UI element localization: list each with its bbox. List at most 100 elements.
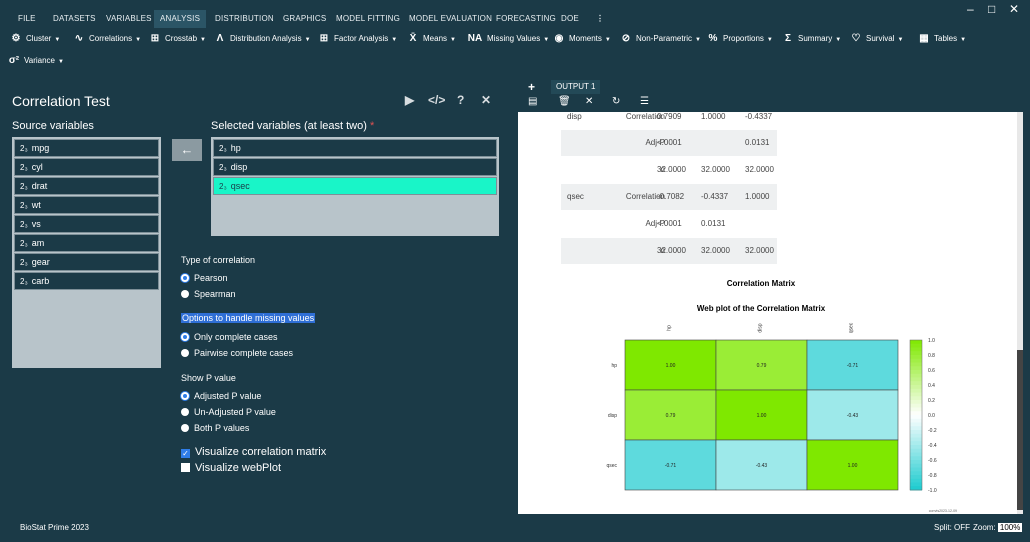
both-p-radio[interactable]: Both P values: [181, 423, 249, 433]
menu-graphics[interactable]: GRAPHICS: [283, 14, 327, 23]
run-icon[interactable]: ▶: [405, 93, 415, 107]
column-label: qsec: [849, 322, 855, 333]
survival-button[interactable]: ♡ Survival ▼: [850, 30, 904, 48]
scale-segment: [910, 392, 922, 397]
output-scrollbar[interactable]: [1017, 112, 1023, 514]
distribution-analysis-button[interactable]: Λ Distribution Analysis ▼: [214, 30, 311, 48]
list-icon[interactable]: ☰: [640, 96, 649, 107]
output-scrollbar-thumb[interactable]: [1017, 350, 1023, 510]
menu-doe[interactable]: DOE: [561, 14, 579, 23]
factor-analysis-button[interactable]: ⊞ Factor Analysis ▼: [318, 30, 397, 48]
scale-segment: [910, 415, 922, 420]
scale-segment: [910, 358, 922, 363]
cluster-button[interactable]: ⚙ Cluster ▼: [10, 30, 61, 48]
means-button[interactable]: X̄ Means ▼: [407, 30, 456, 48]
percent-icon: %: [708, 33, 718, 44]
source-variables-list[interactable]: 2₃ mpg 2₃ cyl 2₃ drat 2₃ wt 2₃ vs 2₃ am 2₃ gear…: [12, 137, 161, 368]
zoom-value[interactable]: 100%: [997, 523, 1023, 532]
status-bar: BioStat Prime 2023 Split: OFF Zoom: 100%: [0, 518, 1030, 542]
scale-segment: [910, 482, 922, 487]
row-label: disp: [608, 413, 617, 419]
selected-variables-list[interactable]: 2₃ hp 2₃ disp 2₃ qsec: [211, 137, 499, 236]
menu-variables[interactable]: VARIABLES: [106, 14, 152, 23]
cell-value-label: 1.00: [666, 363, 676, 369]
scale-tick-label: 0.8: [928, 353, 935, 359]
close-dialog-icon[interactable]: ✕: [481, 93, 492, 107]
unadjusted-p-radio[interactable]: Un-Adjusted P value: [181, 407, 276, 417]
adjusted-p-radio[interactable]: Adjusted P value: [181, 391, 261, 401]
clear-icon[interactable]: ✕: [585, 96, 594, 107]
row-disp-cell: 32.0000: [701, 246, 730, 255]
row-statistic-cell: Correlation: [625, 112, 665, 121]
delete-icon[interactable]: 🗑: [558, 96, 571, 107]
complete-cases-radio[interactable]: Only complete cases: [181, 332, 278, 342]
missing-values-button[interactable]: NA Missing Values ▼: [467, 30, 549, 48]
table-row: disp Correlation 0.7909 1.0000 -0.4337: [561, 112, 777, 130]
list-item[interactable]: 2₃ wt: [14, 196, 159, 214]
summary-button[interactable]: Σ Summary ▼: [782, 30, 841, 48]
list-item[interactable]: 2₃ gear: [14, 253, 159, 271]
scale-tick-label: 1.0: [928, 338, 935, 344]
maximize-icon[interactable]: □: [988, 2, 996, 16]
numeric-var-icon: 2₃: [20, 144, 28, 153]
menu-model-fitting[interactable]: MODEL FITTING: [336, 14, 401, 23]
code-icon[interactable]: </>: [428, 93, 446, 107]
proportions-button[interactable]: % Proportions ▼: [707, 30, 773, 48]
sigma-icon: Σ: [784, 33, 791, 44]
cell-value-label: -0.71: [665, 463, 677, 469]
menu-analysis[interactable]: ANALYSIS: [154, 10, 207, 28]
scale-segment: [910, 478, 922, 483]
correlations-button[interactable]: ∿ Correlations ▼: [73, 30, 141, 48]
panel-splitter[interactable]: [510, 76, 518, 518]
visualize-webplot-checkbox[interactable]: Visualize webPlot: [181, 462, 281, 474]
tables-button[interactable]: ▦ Tables ▼: [918, 30, 966, 48]
scale-segment: [910, 426, 922, 431]
list-item[interactable]: 2₃ vs: [14, 215, 159, 233]
list-item[interactable]: 2₃ qsec: [213, 177, 497, 195]
pearson-radio[interactable]: Pearson: [181, 273, 228, 283]
export-icon[interactable]: ▤: [528, 96, 538, 107]
menu-datasets[interactable]: DATASETS: [53, 14, 96, 23]
heartbeat-icon: ♡: [851, 33, 861, 44]
menu-file[interactable]: FILE: [18, 14, 36, 23]
list-item[interactable]: 2₃ carb: [14, 272, 159, 290]
list-item[interactable]: 2₃ hp: [213, 139, 497, 157]
list-item[interactable]: 2₃ am: [14, 234, 159, 252]
visualize-matrix-checkbox[interactable]: ✓ Visualize correlation matrix: [181, 446, 327, 458]
scale-tick-label: -0.8: [928, 473, 937, 479]
move-variable-button[interactable]: ←: [172, 139, 202, 161]
scale-segment: [910, 456, 922, 461]
moments-button[interactable]: ◉ Moments ▼: [553, 30, 611, 48]
scale-segment: [910, 373, 922, 378]
radio-selected-icon: [181, 333, 189, 341]
scale-segment: [910, 366, 922, 371]
menu-forecasting[interactable]: FORECASTING: [496, 14, 556, 23]
list-item[interactable]: 2₃ disp: [213, 158, 497, 176]
heatmap-cell: [624, 439, 717, 491]
non-parametric-button[interactable]: ⊘ Non-Parametric ▼: [620, 30, 701, 48]
heatmap-cell: [624, 389, 717, 441]
menu-distribution[interactable]: DISTRIBUTION: [215, 14, 274, 23]
row-hp-cell: <.0001: [657, 219, 682, 228]
minimize-icon[interactable]: –: [967, 2, 974, 16]
close-window-icon[interactable]: ✕: [1009, 2, 1020, 16]
row-qsec-cell: -0.4337: [745, 112, 773, 121]
add-output-icon[interactable]: +: [528, 80, 536, 94]
row-statistic-cell: Correlation: [625, 192, 665, 201]
menu-more-icon[interactable]: ⋮: [596, 14, 605, 23]
crosstab-button[interactable]: ⊞ Crosstab ▼: [149, 30, 206, 48]
help-icon[interactable]: ?: [457, 93, 465, 107]
zoom-control[interactable]: Zoom: 100%: [973, 523, 1023, 532]
tab-output-1[interactable]: OUTPUT 1: [551, 80, 601, 94]
spearman-radio[interactable]: Spearman: [181, 289, 236, 299]
variance-button[interactable]: σ² Variance ▼: [8, 52, 64, 70]
menu-model-evaluation[interactable]: MODEL EVALUATION: [409, 14, 493, 23]
list-item[interactable]: 2₃ cyl: [14, 158, 159, 176]
scale-segment: [910, 437, 922, 442]
menu-bar: FILE DATASETS VARIABLES ANALYSIS DISTRIB…: [0, 2, 1030, 28]
scale-segment: [910, 445, 922, 450]
refresh-icon[interactable]: ↻: [612, 96, 621, 107]
list-item[interactable]: 2₃ mpg: [14, 139, 159, 157]
pairwise-cases-radio[interactable]: Pairwise complete cases: [181, 348, 293, 358]
list-item[interactable]: 2₃ drat: [14, 177, 159, 195]
